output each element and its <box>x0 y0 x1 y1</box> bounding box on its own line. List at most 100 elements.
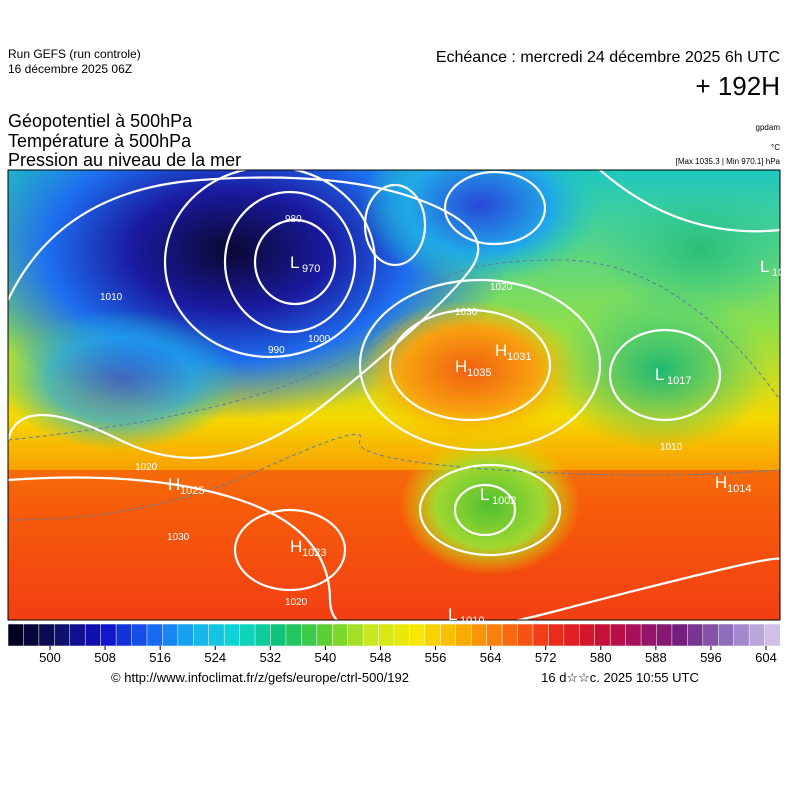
colorbar-swatch <box>733 623 750 647</box>
colorbar-label: 524 <box>204 650 226 665</box>
isobar-label: 1030 <box>455 307 478 318</box>
colorbar-swatch <box>717 623 735 647</box>
center-value: 1035 <box>467 367 491 379</box>
center-value: 1010 <box>772 267 788 279</box>
colorbar-swatch <box>100 623 117 647</box>
isobar-label: 980 <box>285 214 302 225</box>
colorbar-swatch <box>131 623 148 647</box>
center-type: H <box>715 473 727 492</box>
colorbar-swatch <box>764 623 781 647</box>
issue-date: 16 d☆☆c. 2025 10:55 UTC <box>541 670 699 685</box>
colorbar-label: 508 <box>94 650 116 665</box>
colorbar-label: 556 <box>425 650 447 665</box>
colorbar-label: 532 <box>259 650 281 665</box>
colorbar-swatch <box>409 623 426 647</box>
colorbar-swatch <box>285 623 302 647</box>
colorbar-swatch <box>625 623 642 647</box>
colorbar-label: 604 <box>755 650 777 665</box>
title: Géopotentiel à 500hPa <box>8 111 193 131</box>
center-type: L <box>480 485 489 504</box>
center-type: H <box>168 475 180 494</box>
center-value: 1023 <box>302 547 326 559</box>
colorbar-swatch <box>23 623 40 647</box>
isobar-label: 1030 <box>167 532 190 543</box>
colorbar-swatch <box>748 623 766 647</box>
colorbar-swatch <box>38 623 55 647</box>
colorbar-label: 540 <box>315 650 337 665</box>
colorbar-swatch <box>362 623 380 647</box>
colorbar-swatch <box>378 623 395 647</box>
colorbar-swatch <box>54 623 71 647</box>
center-type: H <box>290 537 302 556</box>
center-type: H <box>455 357 467 376</box>
isobar-label: 1010 <box>100 292 123 303</box>
colorbar-swatch <box>7 623 24 647</box>
colorbar-swatch <box>193 623 210 647</box>
colorbar-swatch <box>254 623 272 647</box>
colorbar-swatch <box>239 623 256 647</box>
colorbar-label: 580 <box>590 650 612 665</box>
colorbar-swatch <box>656 623 673 647</box>
colorbar-label: 548 <box>370 650 392 665</box>
center-type: L <box>655 365 664 384</box>
colorbar-swatch <box>301 623 318 647</box>
colorbar-swatch <box>115 623 133 647</box>
center-value: 1017 <box>667 375 691 387</box>
title: Température à 500hPa <box>8 131 192 151</box>
center-value: 1025 <box>180 485 204 497</box>
source-url: © http://www.infoclimat.fr/z/gefs/europe… <box>111 670 409 685</box>
colorbar-swatch <box>162 623 179 647</box>
colorbar-swatch <box>532 623 549 647</box>
colorbar-swatch <box>594 623 611 647</box>
colorbar: 500 508 516 524 532 540 548 556 564 572 580 588 596 6… <box>7 623 781 665</box>
colorbar-swatch <box>609 623 627 647</box>
title: Pression au niveau de la mer <box>8 150 241 170</box>
center-value: 1031 <box>507 351 531 363</box>
isobar-label: 1020 <box>135 462 158 473</box>
colorbar-swatch <box>69 623 86 647</box>
colorbar-label: 500 <box>39 650 61 665</box>
center-type: L <box>448 605 457 624</box>
isobar-label: 1020 <box>285 597 308 608</box>
colorbar-swatch <box>517 623 534 647</box>
unit: [Max 1035.3 | Min 970.1] hPa <box>676 157 781 166</box>
colorbar-swatch <box>548 623 565 647</box>
center-value: 1002 <box>492 495 516 507</box>
colorbar-label: 596 <box>700 650 722 665</box>
colorbar-swatch <box>208 623 225 647</box>
colorbar-swatch <box>393 623 410 647</box>
colorbar-swatch <box>177 623 194 647</box>
colorbar-swatch <box>223 623 241 647</box>
colorbar-swatch <box>455 623 472 647</box>
unit: °C <box>771 143 780 152</box>
colorbar-swatch <box>486 623 503 647</box>
isobar-label: 1000 <box>308 334 331 345</box>
colorbar-label: 516 <box>149 650 171 665</box>
colorbar-label: 564 <box>480 650 502 665</box>
colorbar-swatch <box>316 623 333 647</box>
colorbar-swatch <box>470 623 488 647</box>
map <box>8 170 780 620</box>
colorbar-swatch <box>671 623 688 647</box>
isobar-label: 1010 <box>660 442 683 453</box>
center-value: 970 <box>302 263 320 275</box>
colorbar-swatch <box>84 623 102 647</box>
valid-time: Echéance : mercredi 24 décembre 2025 6h … <box>436 49 780 66</box>
colorbar-swatch <box>579 623 596 647</box>
center-type: L <box>760 257 769 276</box>
colorbar-swatch <box>687 623 704 647</box>
colorbar-swatch <box>501 623 519 647</box>
colorbar-swatch <box>640 623 658 647</box>
colorbar-swatch <box>347 623 364 647</box>
run-date: 16 décembre 2025 06Z <box>8 62 132 76</box>
colorbar-label: 572 <box>535 650 557 665</box>
run-label: Run GEFS (run controle) <box>8 47 141 61</box>
center-type: H <box>495 341 507 360</box>
colorbar-swatch <box>563 623 580 647</box>
center-value: 1014 <box>727 483 751 495</box>
colorbar-swatch <box>270 623 287 647</box>
colorbar-label: 588 <box>645 650 667 665</box>
map-frame <box>7 169 781 621</box>
